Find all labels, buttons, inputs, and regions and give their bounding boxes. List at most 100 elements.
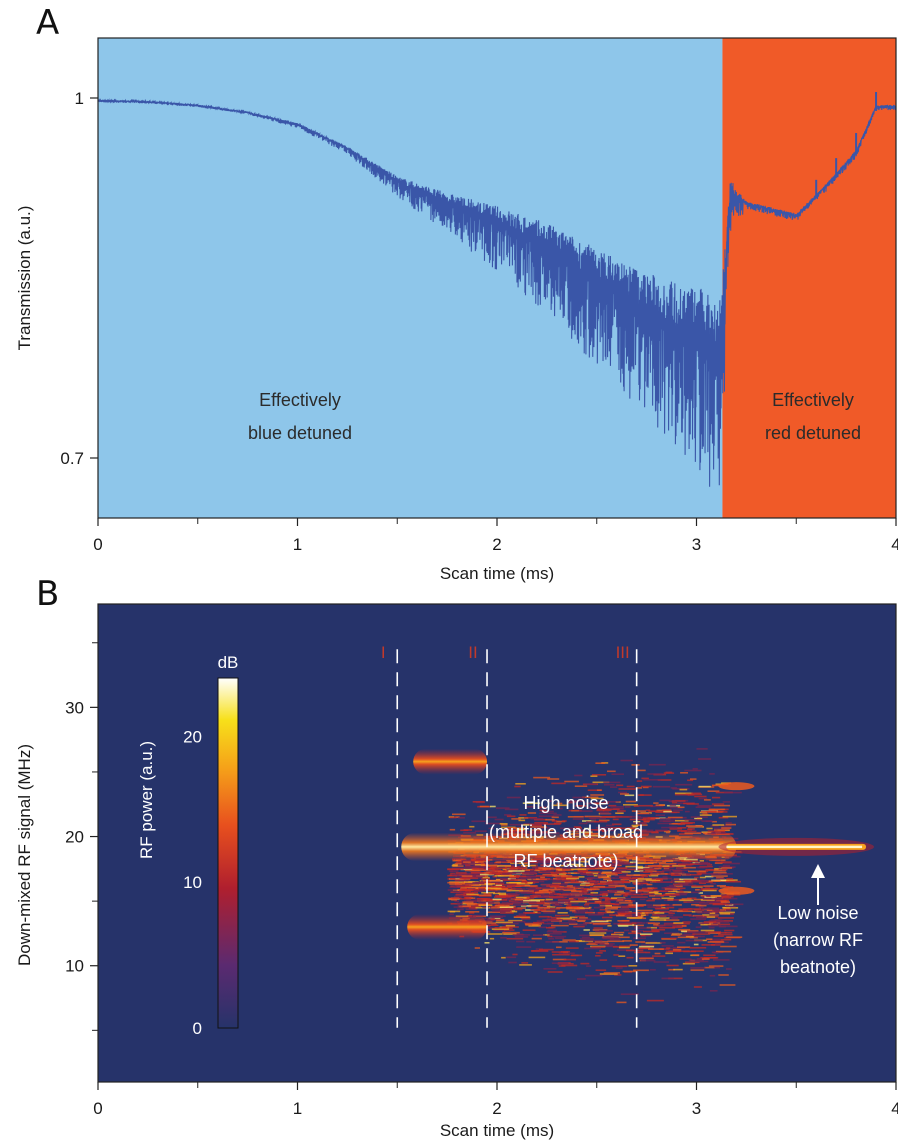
- noise-streak: [674, 885, 683, 888]
- noise-streak: [637, 787, 643, 789]
- noise-streak: [635, 922, 646, 924]
- x-tick-label: 4: [891, 535, 898, 554]
- noise-streak: [707, 924, 721, 927]
- noise-streak: [551, 962, 569, 964]
- noise-streak: [691, 885, 704, 887]
- noise-streak: [718, 933, 733, 936]
- colorbar-tick-label: 10: [183, 873, 202, 892]
- noise-streak: [584, 827, 591, 830]
- noise-streak: [465, 908, 478, 911]
- panel-b-x-axis-title: Scan time (ms): [440, 1121, 554, 1140]
- noise-streak: [580, 860, 590, 863]
- noise-streak: [545, 898, 553, 901]
- noise-streak: [572, 910, 577, 913]
- noise-streak: [515, 783, 526, 785]
- noise-streak: [607, 880, 625, 882]
- noise-streak: [598, 819, 610, 822]
- noise-streak: [449, 883, 462, 885]
- x-tick-label: 0: [93, 535, 102, 554]
- noise-streak: [492, 891, 501, 893]
- noise-streak: [518, 913, 527, 915]
- noise-streak: [647, 773, 663, 775]
- noise-streak: [472, 867, 484, 870]
- noise-streak: [687, 779, 694, 782]
- noise-streak: [710, 895, 722, 897]
- noise-streak: [614, 863, 632, 865]
- noise-streak: [725, 823, 736, 826]
- noise-streak: [506, 882, 521, 884]
- noise-streak: [617, 810, 626, 812]
- noise-streak: [660, 924, 677, 927]
- noise-streak: [636, 780, 643, 782]
- noise-streak: [634, 951, 647, 954]
- panel-a-y-axis-title: Transmission (a.u.): [15, 206, 34, 351]
- panel-b-y-ticks: 10 20 30: [65, 642, 98, 1031]
- noise-streak: [722, 895, 734, 898]
- noise-streak: [665, 873, 680, 875]
- noise-streak: [709, 808, 725, 811]
- noise-streak: [681, 898, 692, 900]
- noise-streak: [622, 877, 641, 880]
- noise-streak: [514, 898, 523, 901]
- noise-streak: [690, 950, 704, 952]
- noise-streak: [621, 872, 628, 875]
- noise-streak: [652, 917, 670, 919]
- noise-streak: [681, 925, 687, 927]
- noise-streak: [611, 773, 624, 775]
- noise-streak: [457, 905, 468, 907]
- noise-streak: [593, 885, 606, 888]
- noise-streak: [653, 961, 669, 963]
- noise-streak: [588, 909, 594, 911]
- high-noise-label-3: RF beatnote): [513, 851, 618, 871]
- noise-streak: [698, 892, 703, 894]
- noise-streak: [567, 861, 574, 863]
- noise-streak: [613, 910, 629, 913]
- noise-streak: [506, 883, 517, 886]
- noise-streak: [512, 953, 518, 956]
- noise-streak: [683, 802, 695, 805]
- noise-streak: [447, 881, 459, 884]
- noise-streak: [663, 867, 670, 870]
- noise-streak: [548, 868, 563, 870]
- noise-streak: [589, 867, 599, 870]
- noise-streak: [562, 867, 571, 870]
- noise-streak: [672, 883, 683, 886]
- noise-streak: [623, 804, 638, 806]
- noise-streak: [679, 958, 692, 960]
- noise-streak: [637, 905, 644, 907]
- noise-streak: [484, 883, 495, 885]
- noise-streak: [488, 873, 500, 875]
- noise-streak: [655, 804, 665, 806]
- noise-streak: [693, 943, 699, 946]
- noise-streak: [515, 891, 533, 894]
- noise-streak: [709, 974, 716, 977]
- noise-streak: [628, 893, 634, 895]
- noise-streak: [661, 889, 672, 892]
- panel-b-x-ticks: 0 1 2 3 4: [93, 1082, 898, 1118]
- noise-streak: [509, 829, 515, 832]
- noise-streak: [652, 861, 667, 864]
- noise-streak: [698, 901, 711, 904]
- noise-streak: [492, 898, 502, 901]
- noise-streak: [710, 873, 722, 876]
- noise-streak: [580, 882, 590, 884]
- scan-marker-label: III: [616, 643, 630, 662]
- noise-streak: [700, 957, 717, 959]
- noise-streak: [639, 933, 653, 935]
- noise-streak: [696, 748, 708, 750]
- noise-streak: [616, 914, 632, 917]
- noise-streak: [623, 895, 628, 897]
- noise-streak: [588, 817, 606, 819]
- noise-streak: [487, 933, 503, 935]
- low-noise-label-3: beatnote): [780, 957, 856, 977]
- noise-streak: [640, 911, 653, 913]
- noise-streak: [650, 872, 661, 874]
- noise-streak: [556, 887, 568, 890]
- noise-streak: [667, 816, 683, 819]
- noise-streak: [529, 831, 547, 833]
- noise-streak: [535, 891, 553, 894]
- noise-streak: [565, 906, 579, 908]
- noise-streak: [526, 869, 537, 871]
- noise-streak: [463, 829, 473, 831]
- noise-streak: [564, 780, 579, 783]
